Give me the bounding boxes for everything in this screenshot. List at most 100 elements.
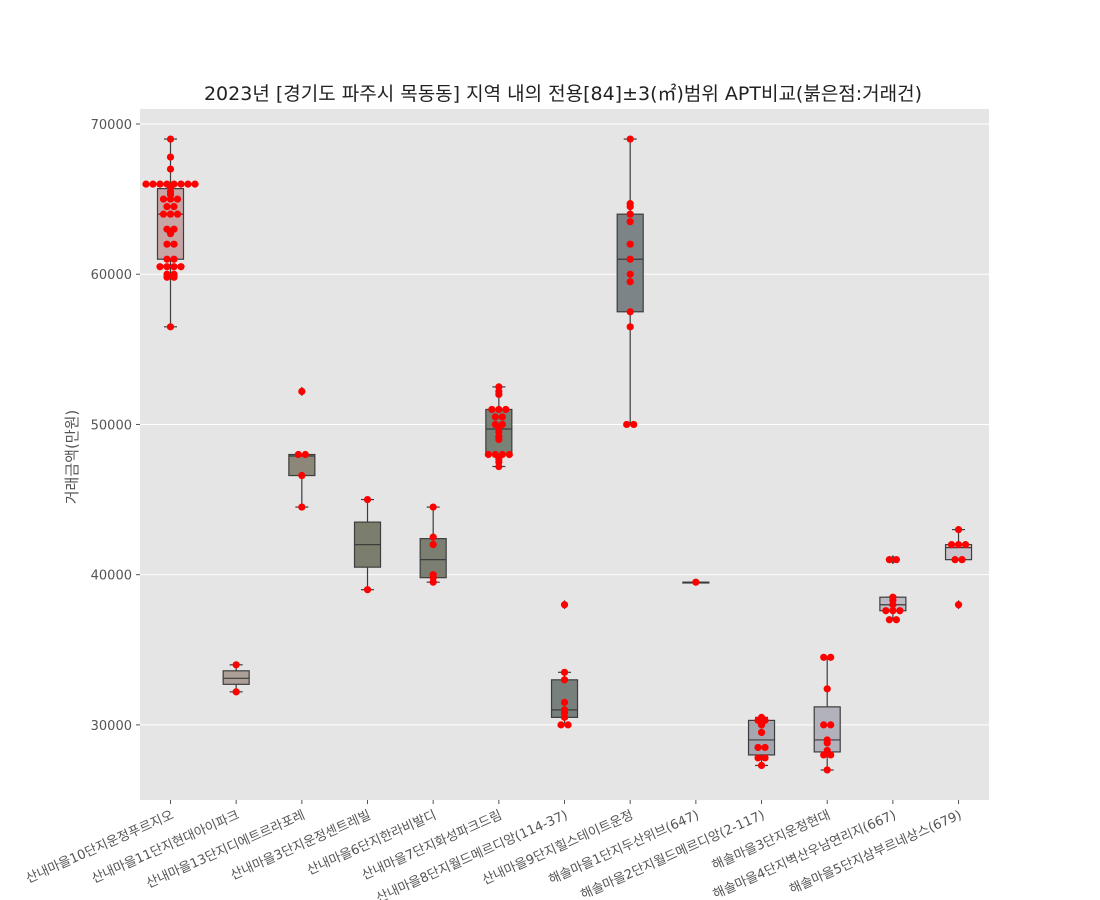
transaction-point xyxy=(951,556,959,564)
transaction-point xyxy=(429,533,437,541)
transaction-point xyxy=(827,653,835,661)
transaction-point xyxy=(823,766,831,774)
transaction-point xyxy=(166,210,175,218)
transaction-point xyxy=(626,270,634,278)
transaction-point xyxy=(560,713,569,721)
transaction-point xyxy=(754,754,762,762)
transaction-point xyxy=(159,195,168,203)
transaction-point xyxy=(626,278,634,286)
transaction-point xyxy=(484,450,492,459)
transaction-point xyxy=(298,503,306,511)
transaction-point xyxy=(892,556,900,564)
transaction-point xyxy=(170,263,178,271)
transaction-point xyxy=(820,751,828,759)
transaction-point xyxy=(820,721,828,729)
chart-title: 2023년 [경기도 파주시 목동동] 지역 내의 전용[84]±3(㎡)범위 … xyxy=(204,82,922,105)
transaction-point xyxy=(142,180,150,188)
transaction-point xyxy=(156,263,164,271)
x-axis: 산내마을10단지운정푸르지오산내마을11단지현대아이파크산내마을13단지디에트르… xyxy=(24,800,964,900)
transaction-point xyxy=(823,685,831,693)
transaction-point xyxy=(961,541,970,549)
transaction-point xyxy=(692,578,700,586)
transaction-point xyxy=(757,761,766,770)
transaction-point xyxy=(757,721,766,729)
y-tick-label: 40000 xyxy=(91,569,132,584)
transaction-point xyxy=(885,556,893,564)
box-11 xyxy=(813,656,841,771)
transaction-points xyxy=(142,135,970,774)
transaction-point xyxy=(166,195,175,203)
transaction-point xyxy=(166,323,175,331)
transaction-point xyxy=(823,739,831,747)
transaction-point xyxy=(166,230,175,238)
transaction-point xyxy=(626,255,634,263)
transaction-point xyxy=(896,607,904,615)
transaction-point xyxy=(173,195,182,203)
transaction-point xyxy=(626,218,634,226)
transaction-point xyxy=(163,273,171,281)
transaction-point xyxy=(885,616,893,624)
transaction-point xyxy=(560,676,569,684)
transaction-point xyxy=(170,255,178,263)
transaction-point xyxy=(560,601,569,609)
transaction-point xyxy=(149,180,157,188)
transaction-point xyxy=(495,462,503,471)
transaction-point xyxy=(177,263,185,271)
transaction-point xyxy=(498,413,506,421)
transaction-point xyxy=(626,135,634,143)
transaction-point xyxy=(156,180,164,188)
transaction-point xyxy=(827,751,835,759)
transaction-point xyxy=(626,323,634,331)
y-tick-label: 70000 xyxy=(91,118,132,133)
transaction-point xyxy=(166,135,175,143)
transaction-point xyxy=(954,526,963,534)
transaction-point xyxy=(163,203,171,211)
box-iqr xyxy=(222,670,250,685)
transaction-point xyxy=(820,653,828,661)
transaction-point xyxy=(363,495,372,504)
transaction-point xyxy=(958,556,966,564)
transaction-point xyxy=(954,601,963,609)
transaction-point xyxy=(495,405,503,414)
transaction-point xyxy=(889,607,897,615)
transaction-point xyxy=(163,263,171,271)
transaction-point xyxy=(626,203,634,211)
transaction-point xyxy=(232,661,240,669)
transaction-point xyxy=(892,616,900,624)
transaction-point xyxy=(363,586,372,594)
transaction-point xyxy=(889,601,897,609)
transaction-point xyxy=(623,420,631,429)
transaction-point xyxy=(170,240,178,248)
transaction-point xyxy=(184,180,192,188)
transaction-point xyxy=(502,405,510,414)
transaction-point xyxy=(495,390,503,399)
transaction-point xyxy=(173,210,182,218)
transaction-point xyxy=(429,503,437,511)
box-iqr xyxy=(616,213,644,313)
transaction-point xyxy=(232,688,240,696)
transaction-point xyxy=(560,698,569,706)
transaction-point xyxy=(882,607,890,615)
transaction-point xyxy=(488,405,496,414)
transaction-point xyxy=(491,413,499,421)
transaction-point xyxy=(630,420,638,429)
transaction-point xyxy=(757,728,766,737)
transaction-point xyxy=(564,721,572,729)
transaction-point xyxy=(170,273,178,281)
transaction-point xyxy=(163,240,171,248)
transaction-point xyxy=(754,743,762,752)
transaction-point xyxy=(626,308,634,316)
y-axis: 30000 40000 50000 60000 70000 xyxy=(91,118,140,734)
transaction-point xyxy=(177,180,185,188)
transaction-point xyxy=(557,721,565,729)
y-axis-label: 거래금액(만원) xyxy=(63,410,81,505)
box-iqr xyxy=(813,706,841,753)
y-tick-label: 60000 xyxy=(91,268,132,283)
gridlines xyxy=(140,123,989,726)
transaction-point xyxy=(495,435,503,444)
box-4 xyxy=(353,498,382,591)
transaction-point xyxy=(505,450,513,459)
transaction-point xyxy=(954,541,963,549)
y-tick-label: 30000 xyxy=(91,719,132,734)
